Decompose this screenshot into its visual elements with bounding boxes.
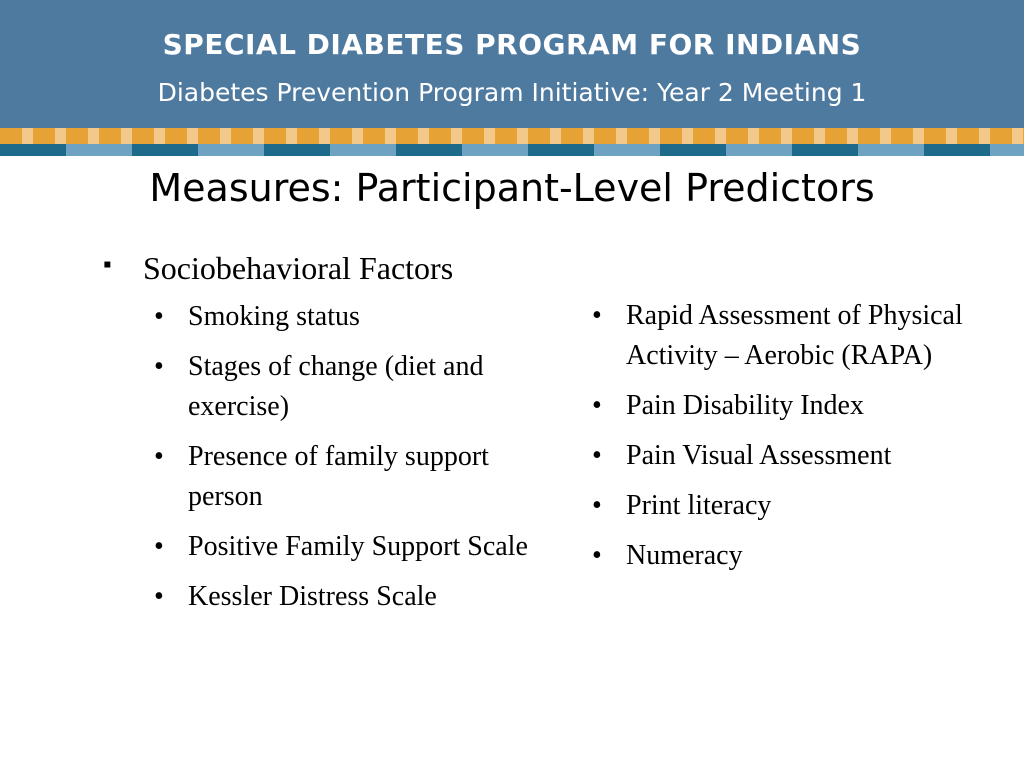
list-item: Numeracy <box>592 536 986 576</box>
list-item: Kessler Distress Scale <box>154 577 528 617</box>
list-item: Presence of family support person <box>154 437 528 517</box>
list-item: Smoking status <box>154 297 528 337</box>
list-item: Stages of change (diet and exercise) <box>154 347 528 427</box>
list-item: Pain Disability Index <box>592 386 986 426</box>
list: Rapid Assessment of Physical Activity – … <box>592 296 986 576</box>
list-item: Print literacy <box>592 486 986 526</box>
left-column: Sociobehavioral Factors Smoking status St… <box>103 250 543 627</box>
stripe <box>0 144 1024 156</box>
slide-title: Measures: Participant-Level Predictors <box>149 166 875 210</box>
header: SPECIAL DIABETES PROGRAM FOR INDIANS Dia… <box>0 0 1024 128</box>
heading: Sociobehavioral Factors <box>103 250 543 287</box>
list-item: Pain Visual Assessment <box>592 436 986 476</box>
list-item: Rapid Assessment of Physical Activity – … <box>592 296 986 376</box>
header-subtitle: Diabetes Prevention Program Initiative: … <box>157 78 867 107</box>
list: Smoking status Stages of change (diet and… <box>154 297 528 617</box>
stripe <box>0 128 1024 144</box>
list-item: Positive Family Support Scale <box>154 527 528 567</box>
header-title: SPECIAL DIABETES PROGRAM FOR INDIANS <box>162 28 862 61</box>
right-column: Rapid Assessment of Physical Activity – … <box>592 296 986 586</box>
